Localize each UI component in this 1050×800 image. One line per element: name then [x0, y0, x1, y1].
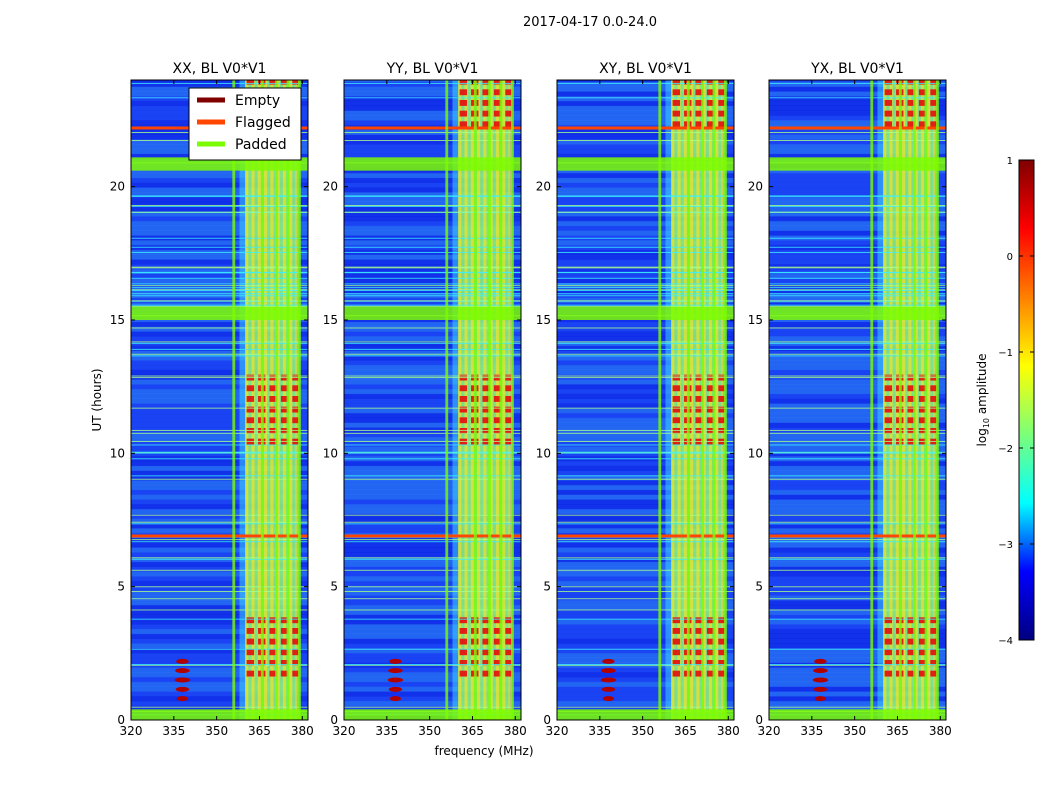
panel-title: YY, BL V0*V1: [386, 61, 479, 77]
x-tick-label: 320: [120, 724, 143, 738]
colorbar-tick-label: 1: [1007, 156, 1013, 167]
spectrogram-image: [769, 80, 946, 720]
y-tick-label: 20: [536, 180, 551, 194]
colorbar-tick-label: −1: [998, 348, 1013, 359]
y-tick-label: 10: [536, 446, 551, 460]
y-tick-label: 5: [330, 580, 338, 594]
panel-3: XY, BL V0*V1 320 335 350 365 380 0 5 10 15 20: [536, 61, 740, 738]
panel-frame: [343, 79, 522, 721]
colorbar-tick-label: −2: [998, 444, 1013, 455]
colorbar-gradient: [1018, 159, 1035, 641]
x-tick-label: 335: [588, 724, 611, 738]
legend: Empty Flagged Padded: [188, 87, 302, 161]
panel-frame: [130, 79, 309, 721]
x-tick-label: 380: [504, 724, 527, 738]
colorbar-label: log10 amplitude: [975, 354, 991, 447]
figure-suptitle: 2017-04-17 0.0-24.0: [523, 15, 657, 30]
x-tick-label: 350: [843, 724, 866, 738]
panel-2: YY, BL V0*V1 320 335 350 365 380 0 5 10 15 20: [323, 61, 527, 738]
legend-label-empty: Empty: [235, 93, 280, 109]
panel-frame: [768, 79, 947, 721]
panel-title: XX, BL V0*V1: [173, 61, 267, 77]
y-tick-label: 0: [755, 713, 763, 727]
x-tick-label: 350: [631, 724, 654, 738]
y-tick-label: 10: [323, 446, 338, 460]
panel-title: YX, BL V0*V1: [810, 61, 904, 77]
y-tick-label: 0: [330, 713, 338, 727]
y-tick-label: 15: [536, 313, 551, 327]
y-tick-label: 5: [755, 580, 763, 594]
y-tick-label: 15: [748, 313, 763, 327]
x-tick-label: 335: [375, 724, 398, 738]
colorbar-label-suffix: amplitude: [975, 354, 989, 418]
x-tick-label: 320: [333, 724, 356, 738]
panel-frame: [556, 79, 735, 721]
spectrogram-image: [131, 80, 308, 720]
panel-1: XX, BL V0*V1 320 335 350 365 380 0 5 10 15 20: [110, 61, 314, 738]
panel-4: YX, BL V0*V1 320 335 350 365 380 0 5 10 15 20: [748, 61, 952, 738]
colorbar-tick-label: 0: [1007, 252, 1013, 263]
x-tick-label: 320: [546, 724, 569, 738]
colorbar-label-sub: 10: [982, 418, 991, 428]
y-tick-label: 5: [543, 580, 551, 594]
y-tick-label: 15: [110, 313, 125, 327]
y-tick-label: 10: [110, 446, 125, 460]
colorbar-label-prefix: log: [975, 428, 989, 446]
y-tick-label: 10: [748, 446, 763, 460]
y-tick-label: 15: [323, 313, 338, 327]
y-tick-label: 20: [110, 180, 125, 194]
x-tick-label: 380: [291, 724, 314, 738]
x-tick-label: 350: [205, 724, 228, 738]
spectrogram-image: [557, 80, 734, 720]
colorbar: 10−1−2−3−4 log10 amplitude: [975, 156, 1035, 647]
x-tick-label: 380: [717, 724, 740, 738]
x-tick-label: 365: [461, 724, 484, 738]
spectrogram-image: [344, 80, 521, 720]
x-tick-label: 365: [248, 724, 271, 738]
x-tick-label: 365: [674, 724, 697, 738]
y-tick-label: 0: [543, 713, 551, 727]
y-tick-label: 20: [748, 180, 763, 194]
x-tick-label: 320: [758, 724, 781, 738]
x-tick-label: 335: [162, 724, 185, 738]
colorbar-tick-label: −3: [998, 540, 1013, 551]
x-tick-label: 365: [886, 724, 909, 738]
y-tick-label: 5: [117, 580, 125, 594]
colorbar-tick-label: −4: [998, 636, 1013, 647]
x-tick-label: 380: [929, 724, 952, 738]
y-tick-label: 0: [117, 713, 125, 727]
y-tick-label: 20: [323, 180, 338, 194]
legend-label-padded: Padded: [235, 137, 287, 153]
x-axis-label: frequency (MHz): [434, 744, 533, 758]
panel-title: XY, BL V0*V1: [599, 61, 692, 77]
y-axis-label: UT (hours): [90, 368, 104, 431]
legend-label-flagged: Flagged: [235, 115, 291, 131]
x-tick-label: 335: [800, 724, 823, 738]
x-tick-label: 350: [418, 724, 441, 738]
